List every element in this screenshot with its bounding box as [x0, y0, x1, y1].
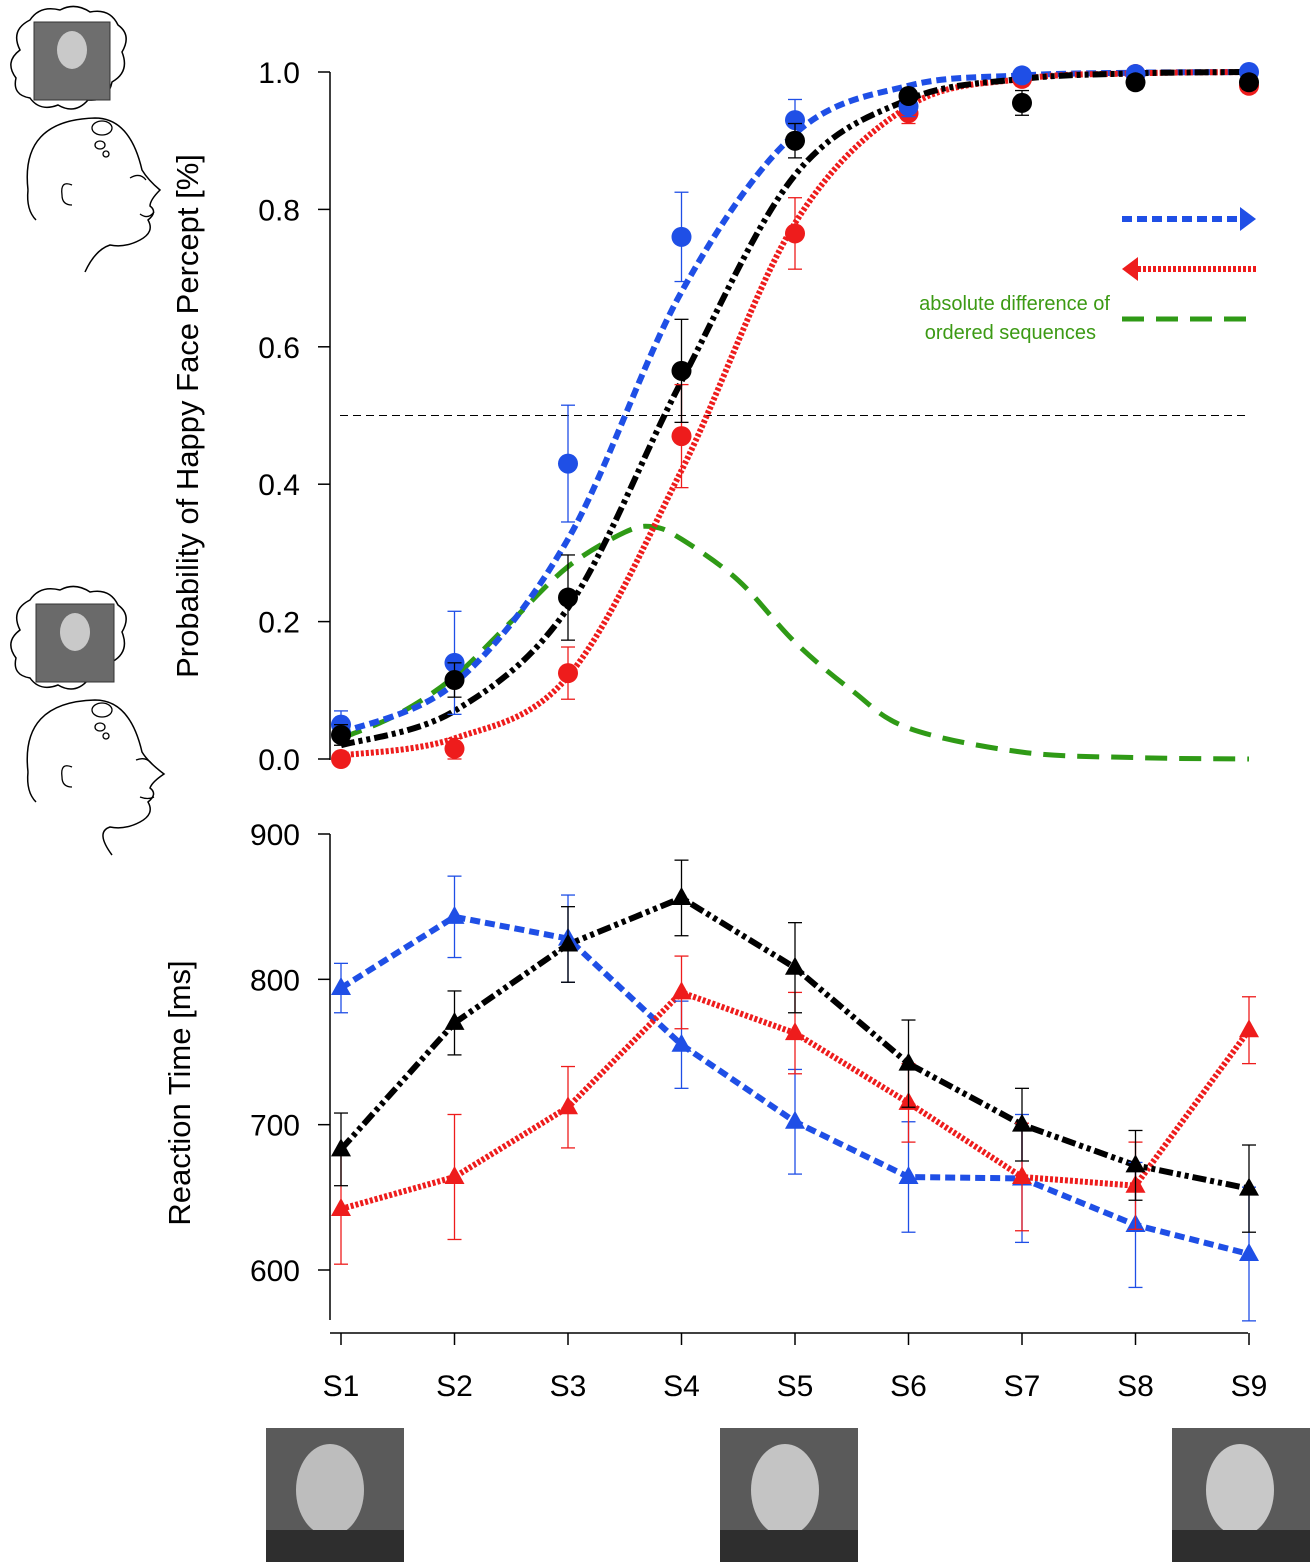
fit-curve-green [340, 523, 1250, 762]
rt-triangle-marker-red [444, 1165, 465, 1184]
data-point-black [785, 130, 805, 151]
top-y-tick-label: 0.0 [258, 744, 300, 777]
bottom-y-tick-label: 600 [250, 1255, 300, 1288]
rt-triangle-marker-blue [331, 977, 351, 996]
rt-triangle-marker-red [1239, 1019, 1259, 1038]
data-point-black [1125, 72, 1146, 93]
legend-label-difference-line2: ordered sequences [925, 322, 1096, 344]
rt-triangle-marker-blue [444, 905, 465, 924]
x-tick-label: S3 [550, 1370, 587, 1403]
stimulus-thumbnail-s1 [266, 1428, 404, 1562]
rt-triangle-marker-red [785, 1022, 805, 1041]
rt-triangle-marker-blue [785, 1110, 805, 1129]
rt-triangle-marker-black [1125, 1154, 1146, 1173]
data-point-blue [558, 453, 578, 474]
rt-triangle-marker-blue [1239, 1243, 1259, 1262]
top-y-tick-label: 0.2 [258, 607, 300, 640]
neutral-thought-illustration [10, 585, 166, 856]
rt-triangle-marker-black [671, 886, 692, 905]
legend-arrow-right-icon [1240, 207, 1256, 231]
x-tick-label: S2 [436, 1370, 473, 1403]
data-point-red [444, 738, 465, 759]
bottom-data-points [331, 859, 1259, 1322]
bottom-y-tick-label: 800 [250, 964, 300, 997]
x-tick-label: S9 [1231, 1370, 1268, 1403]
rt-triangle-marker-black [444, 1011, 465, 1030]
rt-triangle-marker-black [558, 933, 578, 952]
rt-triangle-marker-red [558, 1096, 578, 1115]
data-point-blue [1012, 65, 1032, 86]
top-data-points [331, 62, 1259, 769]
data-point-blue [671, 226, 692, 247]
data-point-red [331, 749, 351, 769]
top-y-tick-label: 0.4 [258, 469, 300, 502]
top-fit-curves [339, 69, 1250, 762]
rt-triangle-marker-black [785, 956, 805, 975]
fit-curve-red [340, 69, 1250, 759]
x-tick-label: S8 [1117, 1370, 1154, 1403]
rt-triangle-marker-black [898, 1052, 919, 1071]
rt-triangle-marker-black [1012, 1113, 1032, 1132]
data-point-red [785, 223, 805, 244]
rt-triangle-marker-blue [671, 1033, 692, 1052]
rt-triangle-marker-red [331, 1197, 351, 1216]
rt-triangle-marker-red [671, 981, 692, 1000]
top-y-tick-label: 1.0 [258, 57, 300, 90]
top-y-tick-label: 0.6 [258, 332, 300, 365]
x-ticks: S1 S2 S3 S4 S5 S6 S7 S8 S9 [323, 1333, 1268, 1403]
legend-arrow-left-icon [1122, 257, 1138, 281]
data-point-red [558, 663, 578, 684]
bottom-y-tick-label: 700 [250, 1110, 300, 1143]
rt-triangle-marker-red [1012, 1165, 1032, 1184]
data-point-black [1239, 72, 1259, 93]
top-y-ticks: 0.0 0.2 0.4 0.6 0.8 1.0 [258, 57, 330, 777]
data-point-black [558, 587, 578, 608]
rt-triangle-marker-black [1239, 1177, 1259, 1196]
rt-triangle-marker-black [331, 1138, 351, 1157]
stimulus-thumbnail-s5 [720, 1428, 858, 1562]
top-panel: 0.0 0.2 0.4 0.6 0.8 1.0 Probability of Happy … [170, 57, 1259, 777]
data-point-black [331, 724, 351, 745]
rt-triangle-marker-blue [898, 1165, 919, 1184]
happy-thought-illustration [10, 5, 162, 273]
bottom-y-axis-title: Reaction Time [ms] [162, 960, 197, 1225]
bottom-panel: 600 700 800 900 S1 S2 S3 S4 S5 S6 S7 S8 S9 Reaction… [162, 819, 1267, 1403]
stimulus-thumbnail-s9 [1172, 1428, 1310, 1562]
data-point-blue [785, 110, 805, 131]
bottom-y-ticks: 600 700 800 900 [250, 819, 330, 1288]
stimulus-thumbnails [266, 1428, 1310, 1562]
rt-line-red [340, 988, 1252, 1212]
fit-curve-black [340, 69, 1250, 749]
legend: absolute difference of ordered sequences [919, 207, 1256, 344]
data-point-red [671, 426, 692, 447]
data-point-black [1012, 92, 1032, 113]
x-tick-label: S1 [323, 1370, 360, 1403]
data-point-black [671, 360, 692, 381]
x-tick-label: S4 [663, 1370, 700, 1403]
top-y-tick-label: 0.8 [258, 194, 300, 227]
x-tick-label: S6 [890, 1370, 927, 1403]
top-y-axis-title: Probability of Happy Face Percept [%] [170, 154, 205, 678]
data-point-black [444, 669, 465, 690]
x-tick-label: S5 [777, 1370, 814, 1403]
data-point-black [898, 86, 919, 107]
bottom-y-tick-label: 900 [250, 819, 300, 852]
legend-label-difference-line1: absolute difference of [919, 293, 1110, 315]
x-tick-label: S7 [1004, 1370, 1041, 1403]
